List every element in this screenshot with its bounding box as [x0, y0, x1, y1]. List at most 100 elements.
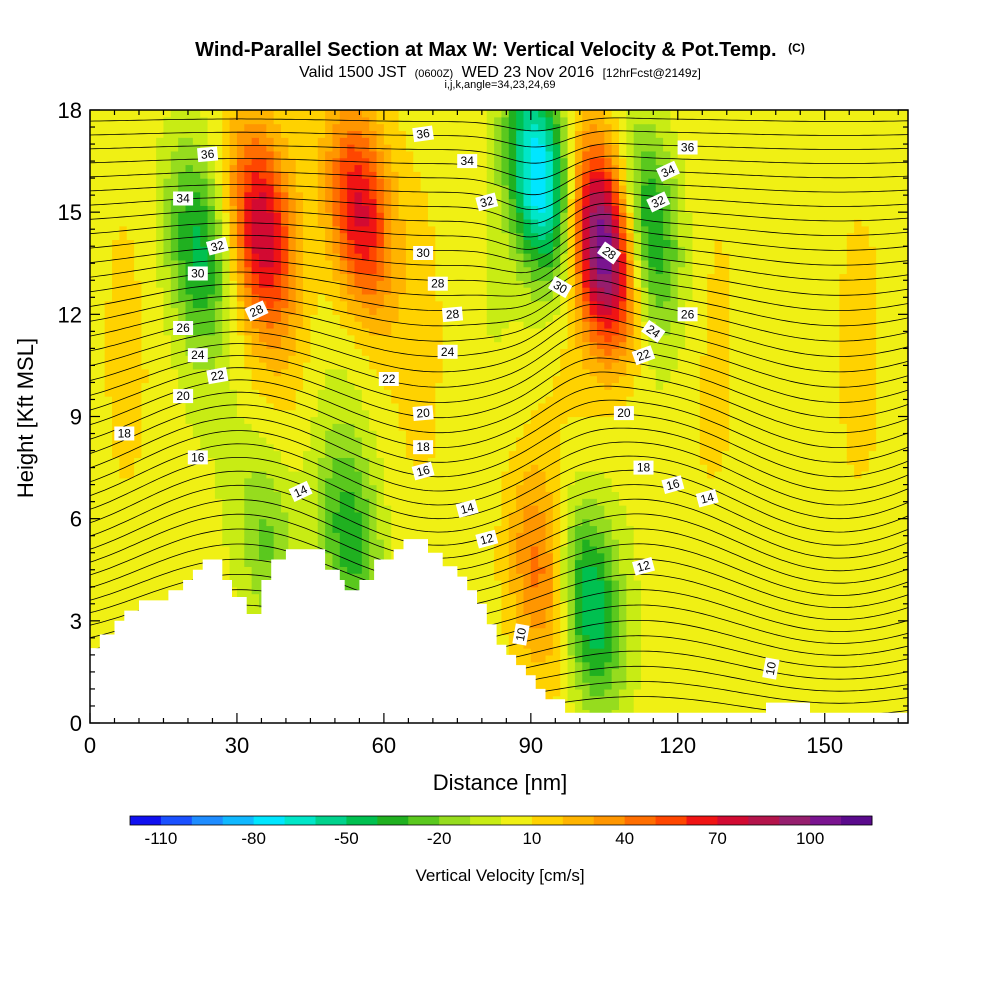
y-tick-label: 18 [58, 98, 82, 123]
chart-header: Wind-Parallel Section at Max W: Vertical… [195, 39, 805, 91]
theta-contour-line [90, 385, 908, 448]
theta-contour-line [90, 179, 908, 211]
theta-contour-line [90, 330, 908, 388]
colorbar-label: Vertical Velocity [cm/s] [415, 866, 584, 885]
y-tick-label: 12 [58, 302, 82, 327]
contour-label: 32 [475, 192, 499, 212]
theta-contour-line [90, 543, 908, 596]
subtitle-date: WED 23 Nov 2016 [462, 64, 595, 81]
theta-contour-line [90, 167, 908, 196]
theta-contour-line [90, 191, 908, 225]
colorbar-swatch [160, 816, 193, 825]
theta-contour-line [90, 257, 908, 297]
contour-label: 18 [114, 426, 135, 441]
contour-label: 30 [413, 246, 434, 260]
x-tick-label: 30 [225, 733, 249, 758]
chart-title-tag: (C) [788, 41, 805, 55]
colorbar-swatch [408, 816, 440, 825]
theta-contour-line [90, 155, 908, 180]
x-axis-label: Distance [nm] [433, 770, 568, 795]
contour-label: 36 [197, 146, 219, 163]
theta-contour-line [90, 528, 908, 584]
svg-text:Wind-Parallel Section at Max W: Wind-Parallel Section at Max W: Vertical… [195, 39, 805, 61]
colorbar-swatch [253, 816, 286, 825]
x-tick-label: 150 [806, 733, 843, 758]
theta-contour-line [90, 413, 908, 478]
theta-contour-line [90, 558, 908, 608]
colorbar-swatch [717, 816, 749, 825]
contour-label: 16 [187, 450, 208, 465]
contour-label: 18 [633, 460, 654, 475]
contour-label: 28 [441, 306, 464, 323]
contour-label: 36 [677, 140, 698, 155]
contour-label: 28 [427, 276, 448, 291]
contour-label: 34 [173, 191, 194, 206]
y-tick-label: 3 [70, 609, 82, 634]
colorbar-tick-label: -110 [145, 829, 178, 848]
colorbar-tick-label: 100 [796, 829, 824, 848]
colorbar-swatch [562, 816, 595, 825]
contour-label: 24 [641, 319, 666, 343]
theta-contour-line [90, 573, 908, 620]
contour-label: 32 [205, 236, 229, 256]
colorbar-swatch [315, 816, 347, 825]
colorbar-swatch [810, 816, 842, 825]
contour-label: 20 [613, 406, 634, 421]
subtitle-utc: (0600Z) [415, 68, 454, 80]
contour-label: 12 [632, 556, 655, 576]
contour-label: 32 [646, 191, 671, 213]
y-tick-label: 9 [70, 405, 82, 430]
contour-label: 14 [695, 488, 719, 508]
contour-label: 10 [762, 657, 780, 680]
theta-contour-line [90, 316, 908, 373]
contour-label: 34 [655, 160, 681, 182]
colorbar-swatch [377, 816, 409, 825]
colorbar-swatch [439, 816, 471, 825]
contour-label: 36 [412, 125, 434, 143]
chart-title: Wind-Parallel Section at Max W: Vertical… [195, 39, 776, 61]
theta-contour-line [90, 246, 908, 285]
theta-contour-line [90, 399, 908, 463]
x-tick-label: 120 [659, 733, 696, 758]
x-tick-label: 60 [372, 733, 396, 758]
colorbar-swatch [501, 816, 533, 825]
contour-label: 18 [413, 440, 434, 455]
theta-contour-line [90, 498, 908, 559]
colorbar-swatch [779, 816, 811, 825]
terrain [90, 539, 908, 723]
svg-text:Valid 1500 JST (0600Z): Valid 1500 JST (0600Z) WED 23 Nov 2016 [… [299, 64, 701, 81]
theta-contour-line [90, 202, 908, 238]
colorbar-swatch [593, 816, 626, 825]
contour-label: 24 [187, 348, 208, 363]
theta-contour-line [90, 117, 908, 132]
theta-contour-line [90, 213, 908, 250]
colorbar-swatch [841, 816, 873, 825]
colorbar-tick-label: -20 [427, 829, 452, 848]
y-axis-label: Height [Kft MSL] [13, 338, 38, 498]
colorbar-tick-label: -50 [334, 829, 359, 848]
colorbar-swatch [531, 816, 564, 825]
theta-contour-line [90, 469, 908, 533]
theta-contour-line [90, 130, 908, 148]
colorbar-swatch [222, 816, 255, 825]
subtitle-valid: Valid 1500 JST [299, 64, 407, 81]
contour-label: 12 [475, 529, 499, 549]
contour-label: 34 [457, 154, 478, 169]
contour-label: 14 [288, 480, 313, 502]
theta-contour-line [90, 455, 908, 520]
contour-label: 22 [206, 366, 229, 385]
theta-contour-line [90, 279, 908, 327]
contour-label: 22 [378, 372, 399, 386]
contour-label: 16 [411, 461, 435, 481]
theta-contour-line [90, 268, 908, 311]
x-tick-label: 90 [519, 733, 543, 758]
y-tick-label: 6 [70, 507, 82, 532]
contour-label: 26 [173, 321, 194, 335]
colorbar-swatch [624, 816, 657, 825]
theta-contours [90, 117, 908, 716]
contour-label: 20 [173, 389, 194, 404]
colorbar-swatch [284, 816, 316, 825]
colorbar-swatch [346, 816, 378, 825]
